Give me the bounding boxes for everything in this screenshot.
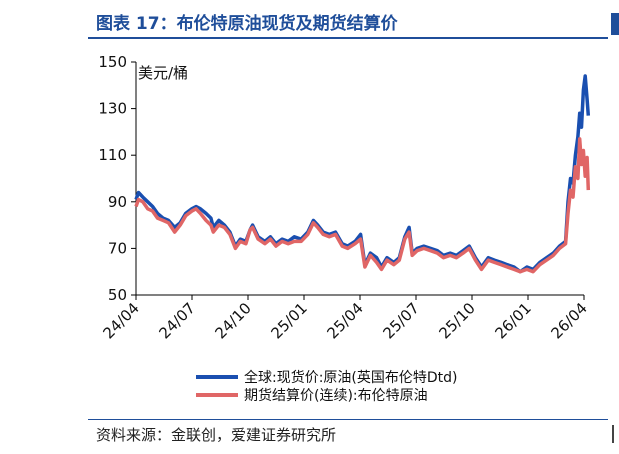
x-tick-label: 26/04 [548,299,591,342]
x-tick-label: 25/01 [268,299,311,342]
x-tick-label: 25/04 [324,299,367,342]
x-tick-label: 25/07 [380,299,423,342]
legend-label: 期货结算价(连续):布伦特原油 [244,387,428,404]
y-tick-label: 90 [108,193,127,211]
y-tick-label: 110 [98,146,127,164]
y-tick-label: 150 [98,53,127,71]
y-tick-label: 50 [108,286,127,304]
x-axis-ticks: 24/04 24/07 24/10 25/01 25/04 25/07 25/10 26/01… [100,295,591,342]
y-tick-label: 130 [98,100,127,118]
y-axis-unit-label: 美元/桶 [138,64,188,82]
legend-label: 全球:现货价:原油(英国布伦特Dtd) [244,369,458,386]
x-tick-label: 24/07 [156,299,199,342]
y-axis-ticks: 50 70 90 110 130 150 [98,53,136,304]
page-title: 图表 17：布伦特原油现货及期货结算价 [96,14,398,34]
y-tick-label: 70 [108,239,127,257]
adjacent-figure-edge [611,13,619,35]
x-tick-label: 24/10 [212,299,255,342]
title-divider [88,37,608,39]
x-tick-label: 26/01 [492,299,535,342]
series-layer [134,74,591,274]
source-note: 资料来源：金联创，爱建证券研究所 [96,426,337,444]
adjacent-figure-edge-bottom [612,425,619,443]
futures-price-line [134,137,591,274]
source-divider [88,419,608,420]
x-tick-label: 24/04 [100,299,143,342]
x-tick-label: 25/10 [436,299,479,342]
legend: 全球:现货价:原油(英国布伦特Dtd)期货结算价(连续):布伦特原油 [196,369,458,404]
